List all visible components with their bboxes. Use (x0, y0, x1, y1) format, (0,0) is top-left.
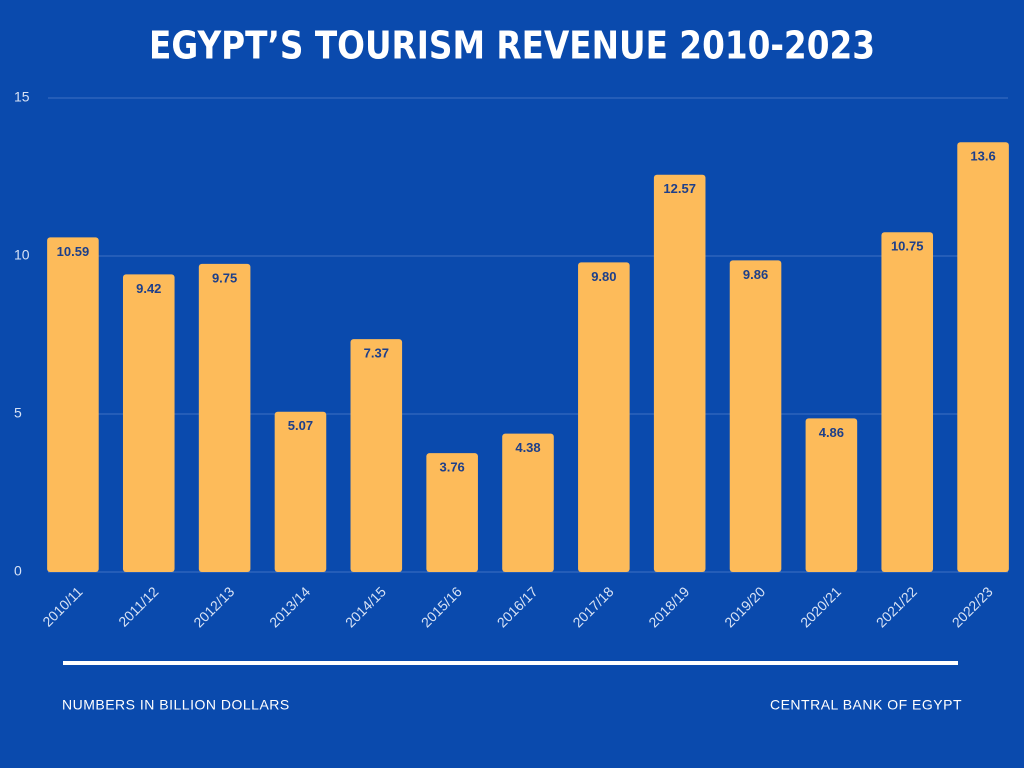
y-tick-label: 5 (14, 405, 22, 421)
value-label: 12.57 (663, 181, 696, 196)
bar (957, 142, 1009, 573)
value-label: 9.80 (591, 269, 616, 284)
bar (426, 453, 478, 572)
y-tick-label: 10 (14, 247, 30, 263)
bar (47, 237, 99, 572)
bar (198, 263, 251, 572)
value-label: 9.86 (743, 267, 768, 282)
value-label: 10.75 (891, 239, 924, 254)
value-label: 4.86 (819, 425, 844, 440)
value-label: 10.59 (57, 244, 90, 259)
footnote: NUMBERS IN BILLION DOLLARS (62, 697, 290, 713)
value-label: 3.76 (439, 460, 464, 475)
value-label: 7.37 (364, 346, 389, 361)
bar (578, 262, 630, 572)
value-label: 5.07 (288, 418, 313, 433)
bar (350, 339, 403, 572)
value-label: 9.75 (212, 270, 237, 285)
bar (881, 232, 934, 573)
bar (653, 174, 706, 572)
value-label: 13.6 (970, 149, 995, 164)
bar (729, 260, 782, 572)
bar (502, 433, 554, 572)
bar (274, 411, 327, 572)
bar (122, 274, 175, 572)
y-tick-label: 15 (14, 89, 30, 105)
value-label: 4.38 (515, 440, 540, 455)
source: CENTRAL BANK OF EGYPT (770, 697, 962, 713)
value-label: 9.42 (136, 281, 161, 296)
chart-title: EGYPT’S TOURISM REVENUE 2010-2023 (149, 24, 875, 68)
bar (805, 418, 858, 572)
y-tick-label: 0 (14, 563, 22, 579)
